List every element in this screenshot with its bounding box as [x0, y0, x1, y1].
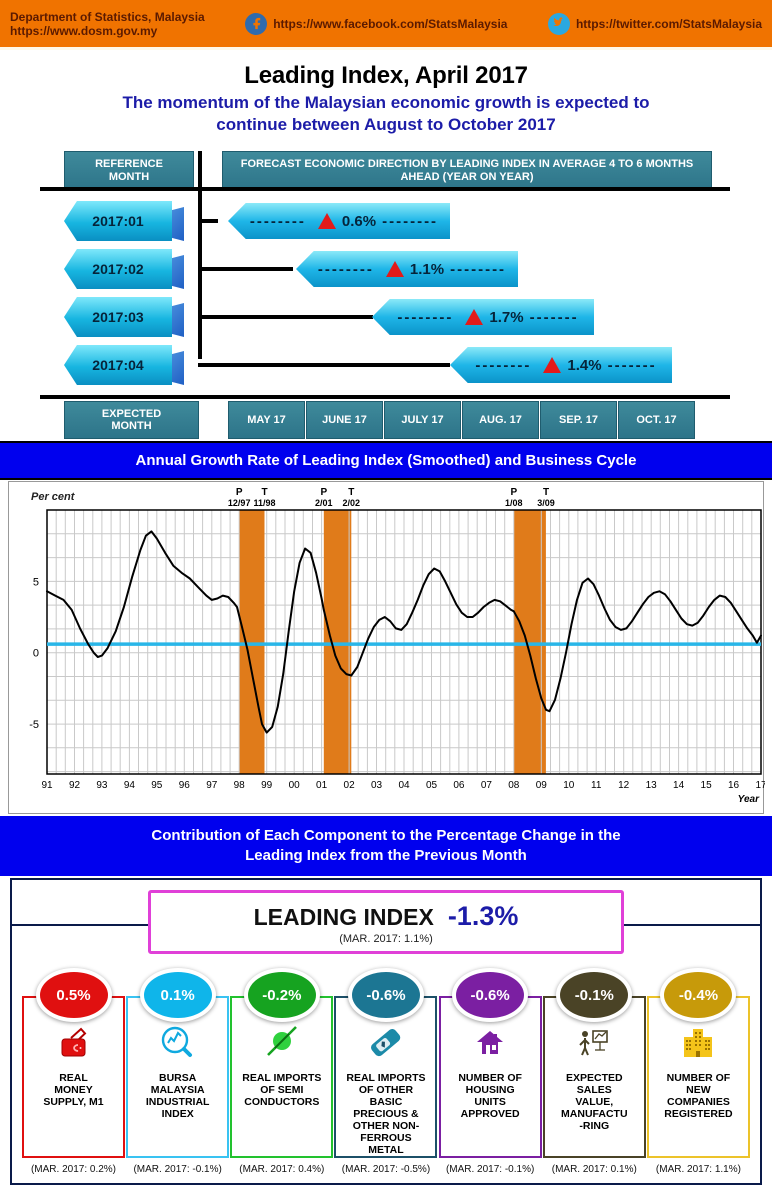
svg-text:01: 01 — [316, 780, 328, 791]
svg-text:11/98: 11/98 — [253, 498, 275, 508]
svg-text:02: 02 — [344, 780, 356, 791]
svg-text:95: 95 — [151, 780, 163, 791]
svg-text:2/01: 2/01 — [315, 498, 333, 508]
svg-text:11: 11 — [591, 780, 602, 791]
svg-text:13: 13 — [646, 780, 658, 791]
svg-text:08: 08 — [508, 780, 520, 791]
svg-text:05: 05 — [426, 780, 438, 791]
svg-text:09: 09 — [536, 780, 548, 791]
svg-text:P: P — [236, 487, 243, 498]
svg-text:12: 12 — [618, 780, 630, 791]
svg-text:0: 0 — [33, 648, 39, 660]
svg-text:04: 04 — [398, 780, 410, 791]
svg-text:92: 92 — [69, 780, 81, 791]
svg-text:17: 17 — [755, 780, 765, 791]
svg-text:1/08: 1/08 — [505, 498, 523, 508]
svg-text:T: T — [543, 487, 549, 498]
svg-text:14: 14 — [673, 780, 685, 791]
svg-text:12/97: 12/97 — [228, 498, 251, 508]
svg-text:10: 10 — [563, 780, 575, 791]
svg-text:91: 91 — [41, 780, 53, 791]
svg-text:3/09: 3/09 — [537, 498, 555, 508]
svg-text:99: 99 — [261, 780, 273, 791]
svg-text:03: 03 — [371, 780, 383, 791]
svg-text:Year: Year — [738, 794, 760, 805]
svg-text:5: 5 — [33, 576, 39, 588]
svg-text:96: 96 — [179, 780, 191, 791]
svg-text:15: 15 — [701, 780, 713, 791]
svg-text:16: 16 — [728, 780, 740, 791]
svg-text:07: 07 — [481, 780, 493, 791]
svg-text:P: P — [510, 487, 517, 498]
svg-text:00: 00 — [289, 780, 301, 791]
svg-text:98: 98 — [234, 780, 246, 791]
svg-text:06: 06 — [453, 780, 465, 791]
svg-text:P: P — [320, 487, 327, 498]
svg-text:T: T — [261, 487, 267, 498]
svg-text:97: 97 — [206, 780, 218, 791]
svg-text:Per cent: Per cent — [31, 491, 76, 503]
svg-text:94: 94 — [124, 780, 136, 791]
svg-text:2/02: 2/02 — [343, 498, 361, 508]
svg-text:T: T — [348, 487, 354, 498]
svg-text:93: 93 — [96, 780, 108, 791]
svg-text:-5: -5 — [29, 719, 39, 731]
